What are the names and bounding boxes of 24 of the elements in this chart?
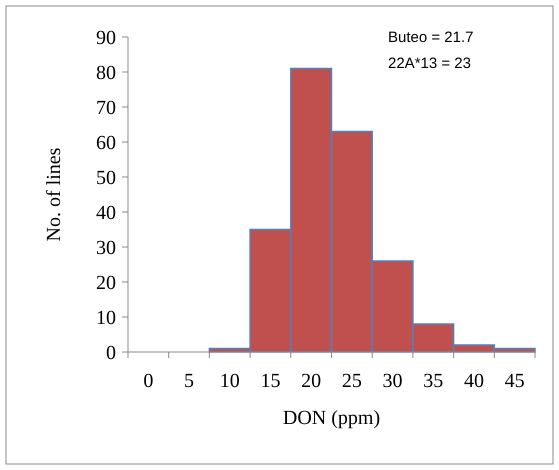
x-tick-label: 20 bbox=[301, 370, 322, 392]
x-tick-label: 5 bbox=[184, 370, 194, 392]
y-tick-label: 80 bbox=[96, 62, 116, 84]
annotation: 22A*13 = 23 bbox=[388, 55, 471, 72]
x-tick-label: 45 bbox=[504, 370, 525, 392]
y-tick-label: 10 bbox=[96, 307, 116, 329]
y-tick-label: 60 bbox=[96, 132, 116, 154]
x-tick-label: 40 bbox=[464, 370, 484, 392]
y-tick-label: 40 bbox=[96, 202, 116, 224]
x-tick-label: 10 bbox=[220, 370, 240, 392]
x-tick-label: 0 bbox=[143, 370, 154, 392]
y-tick-label: 70 bbox=[96, 97, 116, 119]
x-tick-label: 15 bbox=[260, 370, 280, 392]
y-tick-label: 50 bbox=[96, 167, 116, 189]
y-tick-label: 20 bbox=[96, 272, 116, 294]
x-tick-label: 35 bbox=[423, 370, 444, 392]
x-tick-label: 30 bbox=[382, 370, 403, 392]
x-axis-title: DON (ppm) bbox=[282, 407, 380, 429]
y-axis-title: No. of lines bbox=[43, 147, 65, 242]
annotation: Buteo = 21.7 bbox=[388, 29, 474, 46]
y-tick-label: 90 bbox=[96, 27, 116, 49]
y-tick-label: 30 bbox=[96, 237, 116, 259]
y-tick-label: 0 bbox=[106, 342, 116, 364]
x-tick-label: 25 bbox=[342, 370, 362, 392]
